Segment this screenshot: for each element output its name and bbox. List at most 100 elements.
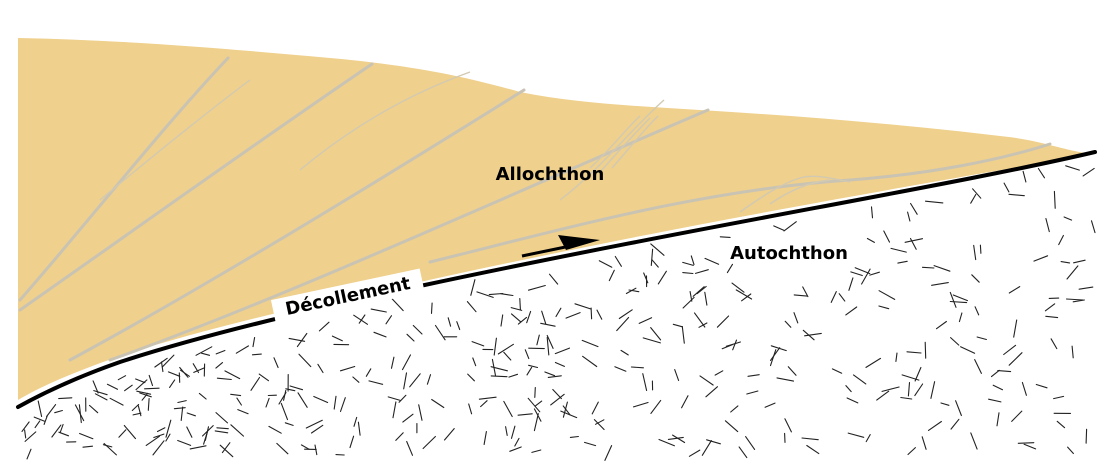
autochthon-tick bbox=[590, 307, 593, 320]
autochthon-tick bbox=[909, 237, 917, 250]
autochthon-tick bbox=[730, 405, 739, 413]
autochthon-tick bbox=[517, 316, 528, 325]
autochthon-tick bbox=[1065, 165, 1080, 171]
autochthon-tick bbox=[970, 193, 977, 204]
autochthon-tick bbox=[658, 438, 675, 447]
autochthon-tick bbox=[333, 395, 337, 410]
autochthon-tick bbox=[268, 425, 282, 434]
autochthon-tick bbox=[358, 314, 366, 324]
autochthon-tick bbox=[614, 255, 622, 267]
autochthon-tick bbox=[215, 349, 226, 355]
autochthon-tick bbox=[430, 302, 433, 314]
autochthon-tick bbox=[581, 339, 599, 348]
autochthon-tick bbox=[467, 373, 475, 382]
autochthon-tick bbox=[510, 307, 523, 311]
autochthon-tick bbox=[883, 230, 891, 243]
autochthon-tick bbox=[865, 357, 882, 368]
autochthon-tick bbox=[280, 402, 289, 421]
autochthon-tick bbox=[514, 437, 520, 447]
autochthon-tick bbox=[650, 243, 665, 256]
autochthon-tick bbox=[339, 397, 346, 413]
autochthon-tick bbox=[878, 290, 896, 300]
autochthon-tick bbox=[230, 393, 242, 397]
autochthon-tick bbox=[692, 286, 705, 297]
autochthon-tick bbox=[618, 309, 633, 320]
autochthon-tick bbox=[716, 315, 730, 328]
autochthon-tick bbox=[390, 356, 395, 369]
autochthon-tick bbox=[51, 424, 62, 438]
autochthon-tick bbox=[1056, 420, 1066, 429]
autochthon-tick bbox=[289, 385, 304, 391]
autochthon-tick bbox=[284, 422, 294, 426]
autochthon-tick bbox=[250, 376, 261, 391]
autochthon-tick bbox=[1078, 286, 1094, 290]
autochthon-tick bbox=[642, 373, 648, 392]
autochthon-tick bbox=[230, 424, 245, 437]
autochthon-tick bbox=[468, 403, 473, 415]
autochthon-tick bbox=[26, 448, 32, 460]
autochthon-tick bbox=[608, 269, 615, 282]
autochthon-tick bbox=[831, 368, 843, 374]
autochthon-tick bbox=[897, 260, 908, 264]
autochthon-tick bbox=[574, 303, 592, 310]
autochthon-tick bbox=[924, 341, 927, 359]
autochthon-tick bbox=[251, 353, 262, 356]
autochthon-tick bbox=[560, 410, 578, 419]
autochthon-tick bbox=[554, 347, 571, 355]
autochthon-tick bbox=[931, 282, 949, 286]
autochthon-tick bbox=[847, 432, 865, 438]
autochthon-tick bbox=[1021, 381, 1027, 396]
autochthon-tick bbox=[632, 401, 649, 408]
autochthon-tick bbox=[403, 372, 408, 390]
autochthon-tick bbox=[972, 188, 982, 199]
autochthon-tick bbox=[500, 314, 504, 327]
autochthon-tick bbox=[976, 336, 987, 341]
autochthon-tick bbox=[167, 371, 181, 377]
autochthon-tick bbox=[46, 404, 57, 418]
autochthon-tick bbox=[1045, 217, 1050, 233]
thrust-fault-4 bbox=[108, 108, 710, 362]
autochthon-tick bbox=[904, 238, 924, 243]
autochthon-tick bbox=[921, 436, 927, 450]
autochthon-tick bbox=[714, 370, 724, 376]
autochthon-tick bbox=[950, 418, 960, 430]
autochthon-tick bbox=[373, 331, 387, 338]
autochthon-tick bbox=[370, 308, 387, 313]
autochthon-tick bbox=[1022, 170, 1027, 183]
autochthon-tick bbox=[764, 402, 776, 408]
autochthon-tick bbox=[806, 444, 820, 455]
autochthon-tick bbox=[1066, 265, 1079, 280]
autochthon-tick bbox=[724, 420, 739, 433]
autochthon-tick bbox=[118, 429, 127, 438]
thrust-fault-3 bbox=[68, 88, 526, 362]
autochthon-tick bbox=[527, 284, 546, 291]
autochthon-tick bbox=[331, 335, 343, 342]
autochthon-tick bbox=[431, 398, 445, 409]
autochthon-tick bbox=[524, 349, 530, 360]
autochthon-tick bbox=[145, 435, 160, 446]
autochthon-tick bbox=[123, 424, 137, 440]
autochthon-tick bbox=[480, 400, 488, 408]
autochthon-tick bbox=[1063, 216, 1073, 221]
decollement-label-bg bbox=[270, 268, 425, 324]
autochthon-tick bbox=[132, 412, 142, 416]
autochthon-tick bbox=[616, 316, 630, 332]
autochthon-tick bbox=[1023, 443, 1037, 450]
autochthon-tick bbox=[526, 366, 533, 376]
autochthon-tick bbox=[237, 409, 249, 415]
autochthon-tick bbox=[195, 346, 213, 356]
autochthon-tick bbox=[949, 291, 957, 308]
autochthon-tick bbox=[102, 444, 113, 448]
autochthon-tick bbox=[783, 221, 797, 232]
motion-arrow bbox=[521, 235, 600, 258]
autochthon-tick bbox=[682, 272, 694, 275]
autochthon-tick bbox=[738, 446, 748, 459]
autochthon-tick bbox=[402, 413, 414, 423]
autochthon-tick bbox=[186, 426, 193, 438]
autochthon-tick bbox=[297, 392, 308, 408]
autochthon-tick bbox=[992, 384, 1004, 391]
thrust-fault-5 bbox=[428, 142, 1052, 264]
autochthon-tick bbox=[927, 420, 942, 431]
autochthon-tick bbox=[1008, 286, 1021, 294]
